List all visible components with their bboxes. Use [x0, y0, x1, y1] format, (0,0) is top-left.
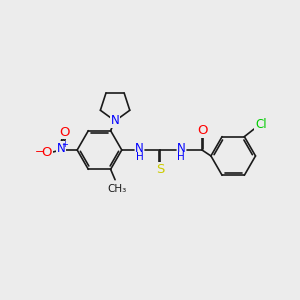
Text: N: N — [135, 142, 144, 155]
Text: +: + — [61, 140, 68, 149]
Text: Cl: Cl — [255, 118, 266, 131]
Text: O: O — [59, 126, 70, 139]
Text: H: H — [177, 152, 185, 161]
Text: O: O — [42, 146, 52, 159]
Text: −: − — [35, 147, 45, 157]
Text: O: O — [197, 124, 207, 137]
Text: H: H — [136, 152, 143, 161]
Text: N: N — [56, 142, 65, 155]
Text: CH₃: CH₃ — [107, 184, 126, 194]
Text: N: N — [177, 142, 186, 155]
Text: S: S — [156, 163, 165, 176]
Text: N: N — [111, 114, 119, 128]
